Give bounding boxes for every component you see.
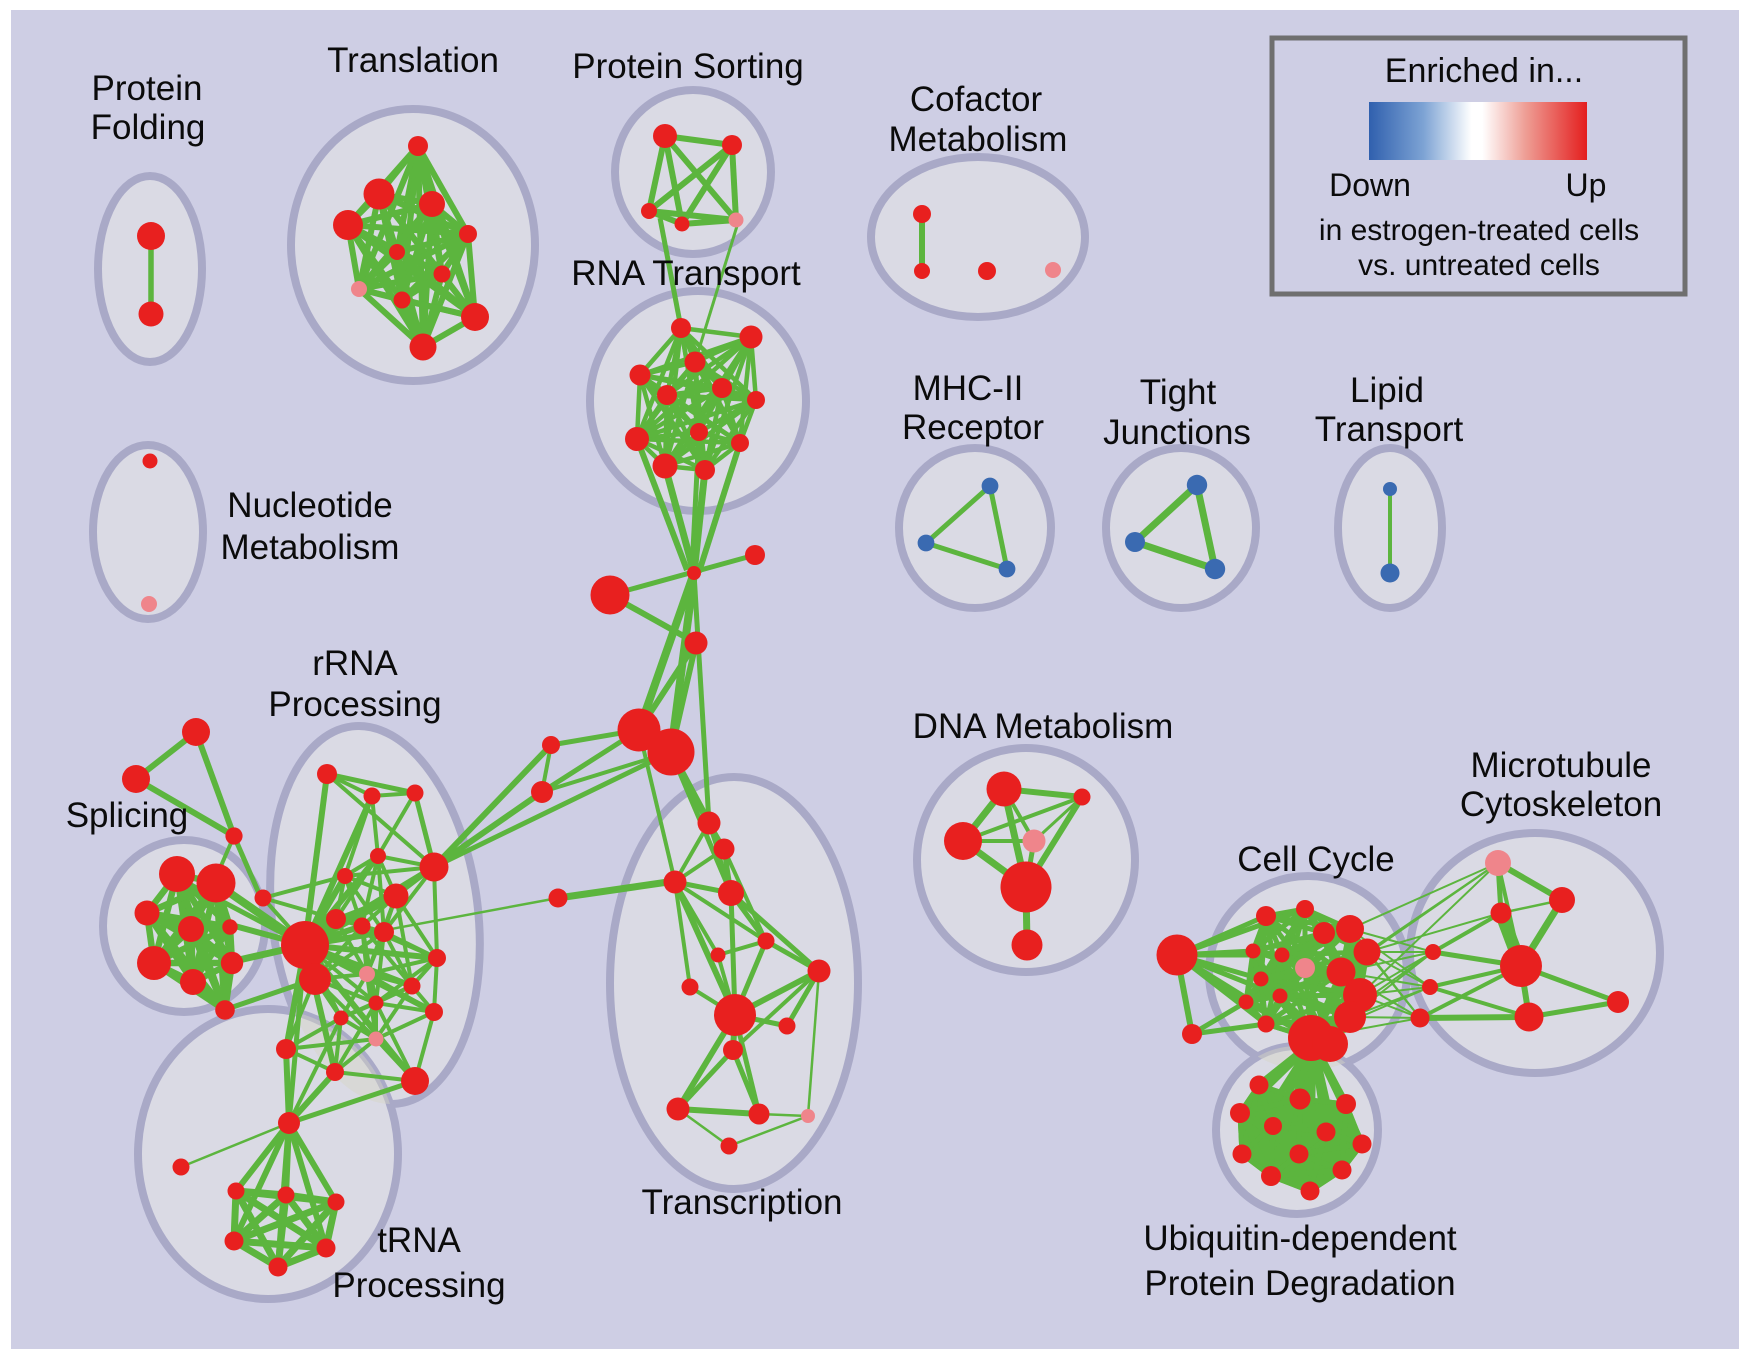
svg-text:Nucleotide: Nucleotide — [227, 486, 392, 525]
svg-text:Protein Sorting: Protein Sorting — [572, 47, 804, 86]
svg-text:Down: Down — [1329, 167, 1411, 203]
svg-text:Translation: Translation — [327, 41, 499, 80]
svg-text:Microtubule: Microtubule — [1471, 746, 1652, 785]
svg-text:Folding: Folding — [91, 108, 206, 147]
svg-text:RNA Transport: RNA Transport — [571, 254, 801, 293]
svg-text:Lipid: Lipid — [1350, 371, 1424, 410]
svg-text:tRNA: tRNA — [377, 1221, 461, 1260]
svg-text:rRNA: rRNA — [312, 644, 398, 683]
svg-text:Metabolism: Metabolism — [889, 120, 1068, 159]
svg-text:Processing: Processing — [332, 1266, 505, 1305]
svg-text:Ubiquitin-dependent: Ubiquitin-dependent — [1143, 1219, 1457, 1258]
svg-text:in estrogen-treated cells: in estrogen-treated cells — [1319, 214, 1639, 247]
svg-text:Junctions: Junctions — [1103, 413, 1251, 452]
svg-text:Enriched in...: Enriched in... — [1385, 52, 1583, 90]
svg-text:Transport: Transport — [1315, 410, 1464, 449]
svg-text:Cofactor: Cofactor — [910, 80, 1043, 119]
svg-text:Cytoskeleton: Cytoskeleton — [1460, 785, 1662, 824]
svg-text:Metabolism: Metabolism — [221, 528, 400, 567]
svg-text:DNA Metabolism: DNA Metabolism — [913, 707, 1174, 746]
svg-text:Protein Degradation: Protein Degradation — [1144, 1264, 1455, 1303]
svg-text:Tight: Tight — [1140, 373, 1217, 412]
svg-text:Receptor: Receptor — [902, 408, 1044, 447]
svg-text:Cell Cycle: Cell Cycle — [1237, 840, 1395, 879]
svg-text:Protein: Protein — [92, 69, 203, 108]
svg-text:Transcription: Transcription — [642, 1183, 843, 1222]
svg-text:Up: Up — [1566, 167, 1607, 203]
svg-text:Processing: Processing — [268, 685, 441, 724]
svg-text:Splicing: Splicing — [66, 796, 189, 835]
svg-text:vs. untreated cells: vs. untreated cells — [1358, 249, 1600, 282]
svg-text:MHC-II: MHC-II — [913, 369, 1024, 408]
